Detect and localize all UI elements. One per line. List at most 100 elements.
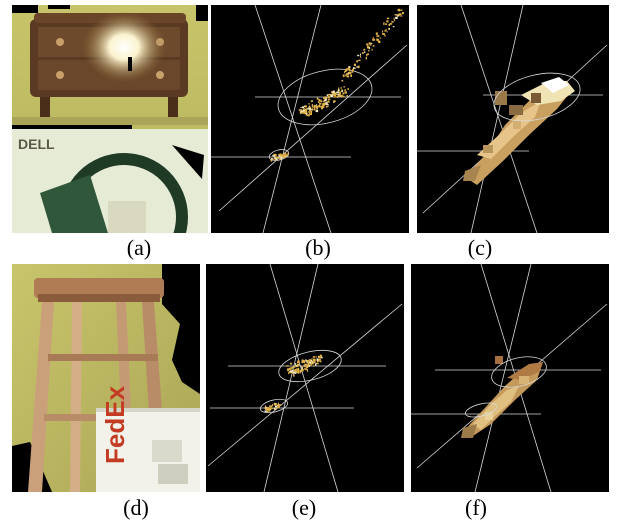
cloud-point <box>389 23 393 25</box>
cloud-point <box>396 14 398 16</box>
cloud-point <box>344 70 346 74</box>
cloud-point <box>308 106 311 109</box>
cloud-point <box>344 89 346 92</box>
cloud-point <box>264 405 267 408</box>
cloud-point <box>333 93 336 96</box>
cloud-point <box>308 362 310 365</box>
cloud-point <box>274 405 277 408</box>
cloud-point <box>301 106 305 109</box>
cloud-point <box>306 361 308 363</box>
cloud-point <box>333 100 336 102</box>
cloud-point <box>368 49 370 52</box>
cloud-point <box>316 107 318 109</box>
cloud-point <box>275 407 277 410</box>
caption-e: (e) <box>291 495 317 520</box>
cloud-point <box>327 100 330 103</box>
cloud-point <box>279 153 282 156</box>
cloud-point <box>338 94 341 97</box>
cloud-point <box>362 52 364 54</box>
cloud-point <box>267 407 270 409</box>
cloud-point <box>316 358 319 361</box>
cloud-point <box>319 106 322 108</box>
cloud-point <box>350 74 352 77</box>
cloud-point <box>337 94 340 96</box>
cloud-point <box>357 65 360 69</box>
cloud-point <box>363 48 366 51</box>
cloud-point <box>308 103 310 105</box>
cloud-point <box>311 108 313 110</box>
cloud-point <box>400 15 403 17</box>
cloud-point <box>313 361 316 364</box>
cloud-point <box>343 86 345 88</box>
cloud-point <box>270 405 273 407</box>
cloud-point <box>384 34 386 37</box>
cloud-point <box>302 360 305 363</box>
cloud-point <box>290 368 292 371</box>
cloud-point <box>375 32 378 35</box>
cloud-point <box>290 362 293 365</box>
cloud-point <box>357 54 360 57</box>
cloud-point <box>314 106 317 108</box>
cloud-point <box>271 407 274 409</box>
cloud-point <box>275 403 277 405</box>
cloud-point <box>289 367 291 371</box>
cloud-point <box>282 153 285 156</box>
cloud-point <box>345 68 348 72</box>
cloud-point <box>332 90 335 93</box>
cloud-point <box>346 73 348 75</box>
cloud-point <box>315 363 317 366</box>
cloud-point <box>309 107 311 109</box>
cloud-point <box>310 110 311 113</box>
cloud-point <box>353 63 356 66</box>
cloud-point <box>304 108 307 111</box>
cloud-point <box>379 37 382 39</box>
cloud-point <box>350 71 354 73</box>
cloud-point <box>270 159 273 162</box>
cloud-point <box>340 86 342 90</box>
cloud-point <box>325 102 328 105</box>
cloud-point <box>382 33 385 35</box>
cloud-point <box>346 95 348 97</box>
cloud-point <box>366 53 369 56</box>
cloud-point <box>313 365 315 367</box>
cloud-point <box>283 155 287 157</box>
cloud-point <box>347 67 350 71</box>
cloud-point <box>338 87 340 90</box>
cloud-point <box>318 99 321 102</box>
cloud-point <box>323 100 326 103</box>
cloud-point <box>372 39 375 41</box>
caption-c: (c) <box>467 235 493 260</box>
cloud-point <box>304 363 307 365</box>
cloud-point <box>356 66 359 68</box>
cloud-point <box>321 107 323 110</box>
cloud-point <box>349 66 351 68</box>
cloud-point <box>325 103 327 105</box>
cloud-point <box>317 101 320 103</box>
cloud-point <box>371 48 373 51</box>
cloud-point <box>352 67 355 70</box>
cloud-point <box>337 89 340 92</box>
cloud-point <box>356 60 359 63</box>
cloud-point <box>308 360 311 363</box>
cloud-point <box>316 104 318 106</box>
cloud-point <box>402 12 404 15</box>
panel-b-point-cloud <box>211 5 409 233</box>
cloud-point <box>277 402 279 405</box>
cloud-point <box>271 158 273 160</box>
cloud-point <box>305 113 308 116</box>
cloud-point <box>316 362 319 364</box>
cloud-point <box>326 94 328 96</box>
cloud-point <box>378 40 381 44</box>
cloud-point <box>348 72 350 74</box>
cloud-point <box>275 158 278 160</box>
cloud-point <box>274 156 276 159</box>
cloud-point <box>266 410 269 413</box>
cloud-point <box>327 105 329 108</box>
cloud-point <box>311 361 313 364</box>
cloud-point <box>372 37 374 40</box>
panel-f-surface-render <box>411 264 609 492</box>
cloud-point <box>369 44 372 46</box>
cloud-point <box>342 74 345 77</box>
cloud-point <box>342 95 345 98</box>
cloud-point <box>301 360 304 362</box>
